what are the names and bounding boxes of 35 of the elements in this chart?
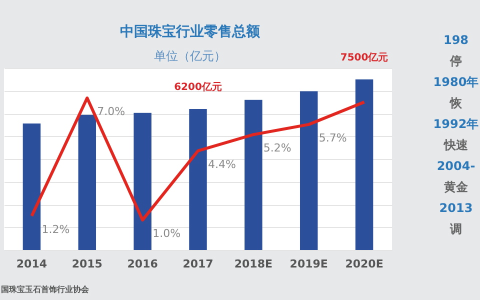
x-tick-label: 2019E bbox=[290, 258, 328, 270]
data-label: 5.2% bbox=[263, 142, 292, 155]
bar bbox=[300, 91, 318, 250]
text: 黄金 bbox=[443, 180, 469, 194]
bar bbox=[244, 100, 262, 250]
bar bbox=[134, 112, 152, 250]
bar bbox=[22, 124, 41, 250]
data-label: 7.0% bbox=[97, 105, 126, 118]
data-label: 1.0% bbox=[152, 227, 181, 240]
data-label: 1.2% bbox=[42, 222, 70, 236]
text: 198 bbox=[443, 33, 469, 47]
text: 国珠宝玉石首饰行业协会 bbox=[1, 284, 90, 294]
text: 停 bbox=[449, 54, 462, 68]
text: 1992年 bbox=[433, 117, 479, 131]
x-tick-label: 2017 bbox=[182, 258, 214, 270]
text: 快速 bbox=[443, 138, 469, 152]
text: 1980年 bbox=[433, 75, 479, 89]
text: 2004- bbox=[436, 159, 476, 173]
bar bbox=[78, 114, 96, 250]
text: 恢 bbox=[449, 96, 463, 110]
text: 调 bbox=[449, 222, 462, 236]
bar bbox=[355, 79, 374, 250]
data-label: 5.7% bbox=[318, 131, 347, 144]
x-tick-label: 2020E bbox=[345, 258, 384, 270]
x-tick-label: 2015 bbox=[72, 258, 102, 270]
chart-title: 中国珠宝行业零售总额 bbox=[120, 23, 262, 40]
text: 2013 bbox=[439, 201, 473, 215]
x-tick-label: 2014 bbox=[16, 258, 48, 270]
data-label: 6200亿元 bbox=[174, 80, 222, 93]
bar bbox=[189, 108, 207, 250]
chart-subtitle: 单位（亿元） bbox=[154, 49, 226, 63]
data-label: 7500亿元 bbox=[340, 51, 388, 64]
x-tick-label: 2018E bbox=[234, 258, 272, 270]
data-label: 4.4% bbox=[208, 158, 236, 171]
x-tick-label: 2016 bbox=[127, 258, 158, 270]
